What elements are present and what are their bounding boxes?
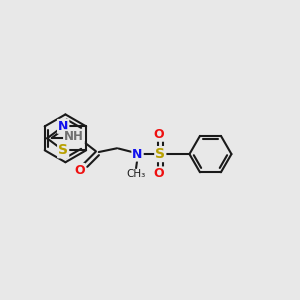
Text: N: N xyxy=(132,148,143,160)
Text: S: S xyxy=(58,143,68,157)
Text: CH₃: CH₃ xyxy=(127,169,146,179)
Text: NH: NH xyxy=(64,130,84,143)
Text: O: O xyxy=(154,128,164,141)
Text: N: N xyxy=(58,120,68,133)
Text: S: S xyxy=(155,147,165,161)
Text: O: O xyxy=(154,167,164,180)
Text: O: O xyxy=(74,164,85,177)
